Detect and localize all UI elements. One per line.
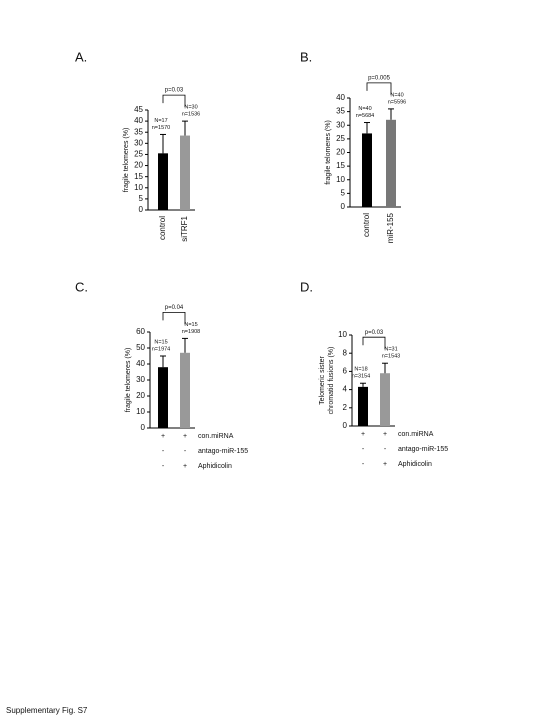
y-tick-label: 0 [139,205,144,214]
condition-label: antago-miR-155 [198,448,248,455]
bar-annotation: n=5684 [356,113,375,119]
y-tick-label: 40 [336,93,345,102]
bar-annotation: n=1536 [182,112,201,118]
bar-annotation: N=15 [184,322,197,328]
bar-annotation: n=5596 [388,99,407,105]
y-axis-label: Telomeric sister [319,356,326,405]
y-axis-label: fragile telomeres (%) [325,120,332,185]
y-tick-label: 5 [139,194,144,203]
condition-sign: + [183,433,187,440]
y-tick-label: 10 [336,175,345,184]
condition-sign: + [383,461,387,468]
y-tick-label: 30 [134,138,143,147]
y-tick-label: 20 [134,161,143,170]
bar-annotation: N=31 [384,347,397,353]
bar [158,153,168,210]
x-tick-label: siTRF1 [180,215,189,241]
y-tick-label: 25 [134,150,143,159]
condition-sign: - [162,448,165,455]
panel-label: C. [75,279,88,294]
y-tick-label: 30 [336,120,345,129]
y-tick-label: 15 [336,161,345,170]
condition-sign: + [183,463,187,470]
y-tick-label: 20 [336,148,345,157]
y-tick-label: 15 [134,172,143,181]
y-tick-label: 0 [141,423,146,432]
y-tick-label: 10 [338,330,347,339]
panel-label: D. [300,279,313,294]
bar [180,135,190,210]
condition-sign: + [361,431,365,438]
condition-sign: - [184,448,187,455]
bar-annotation: N=18 [354,367,367,373]
condition-label: con.miRNA [198,433,234,440]
bar-annotation: n=1543 [382,354,401,360]
significance-bracket [162,312,186,325]
bar [380,373,390,426]
y-tick-label: 6 [343,367,348,376]
panel-label: B. [300,49,312,64]
bar-annotation: N=15 [154,339,167,345]
condition-sign: + [161,433,165,440]
y-tick-label: 35 [134,127,143,136]
x-tick-label: control [362,213,371,237]
condition-label: Aphidicolin [398,461,432,468]
bar-annotation: N=30 [184,105,197,111]
y-tick-label: 8 [343,348,348,357]
y-tick-label: 10 [134,183,143,192]
condition-label: Aphidicolin [198,463,232,470]
y-axis-label: chromatid fusions (%) [328,347,335,415]
y-tick-label: 2 [343,403,348,412]
y-tick-label: 60 [136,327,145,336]
significance-bracket [362,336,386,350]
bar [158,367,168,428]
p-value: p=0.03 [165,88,184,94]
y-tick-label: 5 [341,188,346,197]
condition-sign: - [384,446,387,453]
p-value: p=0.04 [165,305,184,311]
condition-sign: - [362,446,365,453]
bar [362,133,372,207]
significance-bracket [366,82,392,95]
y-axis-label: fragile telomeres (%) [125,348,132,413]
bar [358,386,368,426]
p-value: p=0.005 [368,75,391,81]
x-tick-label: control [158,216,167,240]
bar-annotation: N=40 [358,106,371,112]
bar [180,352,190,428]
bar-annotation: N=17 [154,118,167,124]
y-axis-label: fragile telomeres (%) [123,128,130,193]
y-tick-label: 40 [134,116,143,125]
bar-annotation: n=1908 [182,329,201,335]
condition-label: con.miRNA [398,431,434,438]
y-tick-label: 25 [336,134,345,143]
significance-bracket [162,94,186,108]
panel-label: A. [75,49,87,64]
y-tick-label: 10 [136,407,145,416]
x-tick-label: miR-155 [386,212,395,243]
y-tick-label: 50 [136,343,145,352]
condition-sign: + [383,431,387,438]
condition-sign: - [362,461,365,468]
bar-annotation: n=1570 [152,125,171,131]
condition-label: antago-miR-155 [398,446,448,453]
bar-annotation: n=1974 [152,346,171,352]
y-tick-label: 30 [136,375,145,384]
y-tick-label: 0 [341,202,346,211]
bar [386,119,396,207]
bar-annotation: n=3154 [352,374,371,380]
bar-annotation: N=40 [390,92,403,98]
figure-caption: Supplementary Fig. S7 [6,706,88,715]
p-value: p=0.03 [365,330,384,336]
y-tick-label: 20 [136,391,145,400]
y-tick-label: 35 [336,107,345,116]
y-tick-label: 4 [343,385,348,394]
condition-sign: - [162,463,165,470]
y-tick-label: 40 [136,359,145,368]
y-tick-label: 0 [343,421,348,430]
y-tick-label: 45 [134,105,143,114]
